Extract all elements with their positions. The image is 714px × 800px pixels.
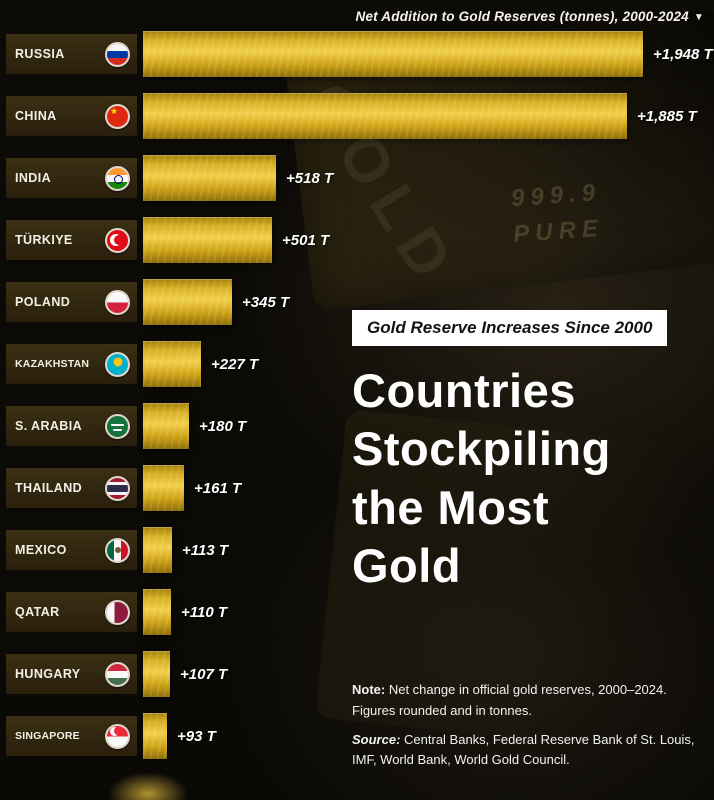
country-name: TÜRKIYE (15, 233, 73, 247)
bar-value: +1,948 T (653, 45, 713, 63)
source-line: Source: Central Banks, Federal Reserve B… (352, 730, 708, 772)
country-label-box: SINGAPORE (6, 716, 137, 756)
bar-row-thailand: THAILAND +161 T (0, 465, 714, 511)
bar-value: +501 T (282, 231, 330, 249)
bar-value: +180 T (199, 417, 247, 435)
gold-bar (143, 217, 272, 263)
note-line: Note: Net change in official gold reserv… (352, 680, 708, 722)
country-name: POLAND (15, 295, 71, 309)
bar-row-saudi-arabia: S. ARABIA +180 T (0, 403, 714, 449)
country-name: INDIA (15, 171, 52, 185)
note-text: Net change in official gold reserves, 20… (352, 682, 667, 718)
bar-value: +1,885 T (637, 107, 697, 125)
poland-flag-icon (105, 289, 130, 315)
source-label: Source: (352, 731, 401, 747)
bar-chart: RUSSIA +1,948 T CHINA +1,885 T INDIA +51… (0, 31, 714, 759)
gold-bar (143, 279, 232, 325)
mexico-flag-icon (105, 537, 130, 563)
country-name: RUSSIA (15, 47, 65, 61)
kazakhstan-flag-icon (105, 351, 130, 377)
gold-bar (143, 651, 170, 697)
country-label-box: INDIA (6, 158, 137, 198)
country-name: MEXICO (15, 543, 67, 557)
country-name: KAZAKHSTAN (15, 358, 90, 370)
country-label-box: HUNGARY (6, 654, 137, 694)
bar-row-qatar: QATAR +110 T (0, 589, 714, 635)
subtitle-badge: Gold Reserve Increases Since 2000 (352, 310, 668, 346)
gold-bar (143, 341, 201, 387)
bar-value: +93 T (177, 727, 216, 745)
bar-row-turkiye: TÜRKIYE +501 T (0, 217, 714, 263)
country-label-box: QATAR (6, 592, 137, 632)
thailand-flag-icon (105, 475, 130, 501)
chart-title-bar: Net Addition to Gold Reserves (tonnes), … (0, 0, 714, 24)
india-flag-icon (105, 165, 130, 191)
bar-value: +113 T (182, 541, 229, 559)
bar-row-russia: RUSSIA +1,948 T (0, 31, 714, 77)
gold-bar (143, 713, 167, 759)
title-overlay: Gold Reserve Increases Since 2000 Countr… (352, 310, 706, 595)
country-name: CHINA (15, 109, 57, 123)
russia-flag-icon (105, 41, 130, 67)
bar-row-india: INDIA +518 T (0, 155, 714, 201)
bar-value: +110 T (181, 603, 228, 621)
country-label-box: S. ARABIA (6, 406, 137, 446)
country-name: QATAR (15, 605, 60, 619)
bar-row-china: CHINA +1,885 T (0, 93, 714, 139)
page-title-line: Countries (352, 364, 576, 417)
country-label-box: CHINA (6, 96, 137, 136)
bar-row-kazakhstan: KAZAKHSTAN +227 T (0, 341, 714, 387)
country-label-box: THAILAND (6, 468, 137, 508)
page-title-line: Stockpiling (352, 422, 611, 476)
page-title: Countries Stockpiling the Most Gold (352, 362, 706, 595)
turkiye-flag-icon (105, 227, 130, 253)
source-text: Central Banks, Federal Reserve Bank of S… (352, 731, 695, 768)
country-name: SINGAPORE (15, 730, 80, 742)
note-label: Note: (352, 682, 386, 697)
bar-value: +107 T (180, 665, 228, 683)
country-label-box: POLAND (6, 282, 137, 322)
chart-title: Net Addition to Gold Reserves (tonnes), … (355, 9, 689, 24)
footnotes: Note: Net change in official gold reserv… (352, 680, 708, 771)
bar-value: +227 T (211, 355, 259, 373)
singapore-flag-icon (105, 723, 130, 749)
qatar-flag-icon (105, 599, 130, 625)
china-flag-icon (105, 103, 130, 129)
bar-value: +518 T (286, 169, 334, 187)
country-label-box: RUSSIA (6, 34, 137, 74)
gold-glow (108, 772, 188, 800)
country-name: THAILAND (15, 481, 83, 495)
bar-row-singapore: SINGAPORE +93 T (0, 713, 714, 759)
bar-row-poland: POLAND +345 T (0, 279, 714, 325)
bar-row-hungary: HUNGARY +107 T (0, 651, 714, 697)
bar-value: +161 T (194, 479, 242, 497)
bar-value: +345 T (242, 293, 290, 311)
gold-bar (143, 155, 276, 201)
chevron-down-icon[interactable]: ▼ (693, 12, 704, 23)
hungary-flag-icon (105, 661, 130, 687)
gold-bar (143, 527, 172, 573)
bar-row-mexico: MEXICO +113 T (0, 527, 714, 573)
gold-bar (143, 93, 627, 139)
country-label-box: TÜRKIYE (6, 220, 137, 260)
gold-bar (143, 465, 184, 511)
country-label-box: MEXICO (6, 530, 137, 570)
page-title-line: the Most (352, 480, 550, 534)
page-title-line: Gold (352, 538, 462, 592)
country-label-box: KAZAKHSTAN (6, 344, 137, 384)
country-name: HUNGARY (15, 667, 81, 681)
gold-bar (143, 403, 189, 449)
country-name: S. ARABIA (15, 419, 83, 433)
saudi-arabia-flag-icon (105, 413, 130, 439)
gold-bar (143, 31, 643, 77)
gold-bar (143, 589, 171, 635)
